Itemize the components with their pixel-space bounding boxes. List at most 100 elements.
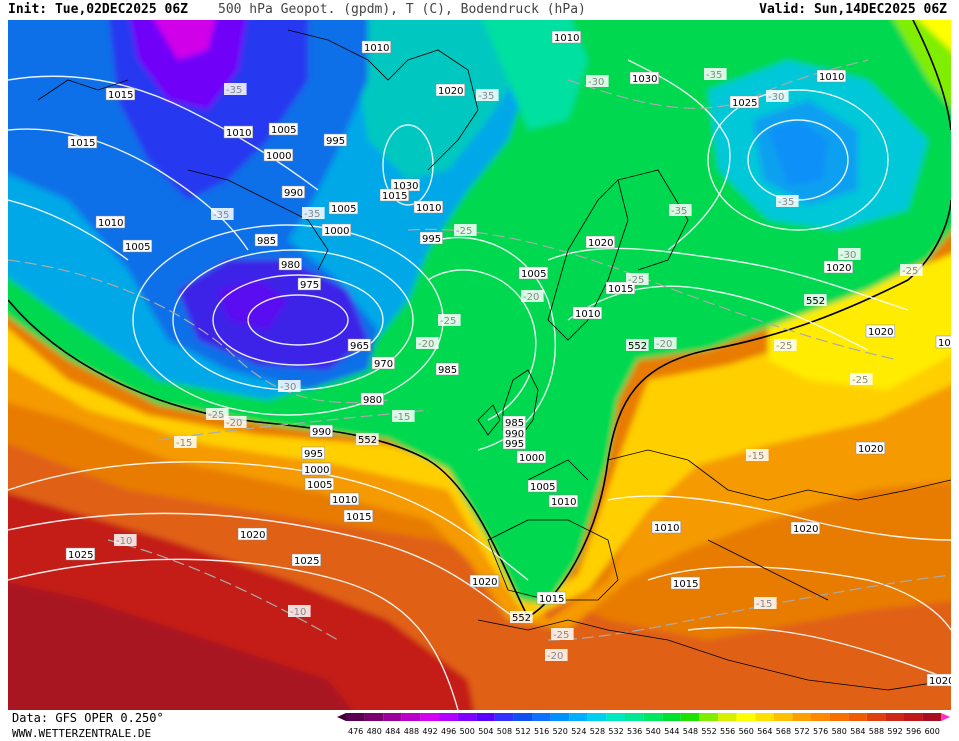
isobar-label: 1020 (469, 574, 500, 588)
temperature-label: -25 (438, 314, 461, 327)
colorbar-swatch (848, 713, 867, 721)
isobar-label: 1020 (865, 324, 896, 338)
isobar-label: 1010 (548, 494, 579, 508)
colorbar-tick: 552 (701, 727, 716, 736)
temperature-label-text: -20 (226, 418, 242, 429)
temperature-label: -35 (476, 89, 499, 102)
temperature-label-text: -20 (547, 651, 563, 662)
isobar-label: 965 (347, 338, 371, 352)
temperature-label: -20 (654, 337, 677, 350)
isobar-label-text: 1005 (331, 204, 356, 215)
colorbar-swatch (680, 713, 700, 721)
contour-label-text: 552 (628, 341, 647, 352)
isobar-label-text: 1010 (98, 218, 123, 229)
isobar-label-text: 995 (422, 234, 441, 245)
isobar-label-text: 1015 (673, 579, 698, 590)
colorbar-tick: 564 (757, 727, 772, 736)
contour-label: 552 (356, 433, 379, 446)
isobar-label-text: 1020 (793, 524, 818, 535)
colorbar-tick: 536 (627, 727, 642, 736)
isobar-label-text: 1000 (324, 226, 349, 237)
isobar-label: 1010 (95, 215, 126, 229)
isobar-label: 1015 (343, 509, 374, 523)
isobar-label-text: 1010 (819, 72, 844, 83)
temperature-label: -15 (754, 597, 777, 610)
temperature-label-text: -20 (418, 339, 434, 350)
temperature-label-text: -25 (208, 410, 224, 421)
isobar-label: 990 (281, 185, 305, 199)
colorbar-swatch (401, 713, 421, 721)
isobar-label: 1020 (237, 527, 268, 541)
temperature-label-text: -25 (852, 375, 868, 386)
isobar-label-text: 1010 (364, 43, 389, 54)
colorbar-swatch (718, 713, 737, 721)
colorbar-swatch (587, 713, 607, 721)
colorbar-swatch (364, 713, 384, 721)
isobar-label-text: 1015 (346, 512, 371, 523)
temperature-label-text: -10 (290, 607, 306, 618)
colorbar-tick: 556 (720, 727, 735, 736)
temperature-label: -25 (626, 273, 649, 286)
isobar-label: 1000 (516, 450, 547, 464)
isobar-label: 1005 (328, 201, 359, 215)
geopotential-field (8, 20, 951, 710)
isobar-label: 995 (419, 231, 443, 245)
colorbar-swatch (792, 713, 811, 721)
colorbar-tick: 500 (460, 727, 475, 736)
colorbar-tick: 508 (497, 727, 512, 736)
colorbar-swatch (625, 713, 644, 721)
isobar-label: 985 (254, 233, 278, 247)
isobar-label: 990 (309, 424, 333, 438)
isobar-label-text: 1000 (519, 453, 544, 464)
isobar-label-text: 1025 (294, 556, 319, 567)
temperature-label-text: -15 (748, 451, 764, 462)
temperature-label-text: -25 (440, 316, 456, 327)
isobar-label: 970 (371, 356, 395, 370)
colorbar-left-arrow (337, 713, 346, 721)
isobar-label-text: 965 (350, 341, 369, 352)
isobar-label-text: 1005 (530, 482, 555, 493)
temperature-label: -20 (224, 416, 247, 429)
colorbar-swatch (569, 713, 588, 721)
colorbar-tick: 476 (348, 727, 363, 736)
temperature-label: -10 (114, 534, 137, 547)
temperature-label: -10 (288, 605, 311, 618)
colorbar-swatch (811, 713, 830, 721)
isobar-label: 1020 (585, 235, 616, 249)
colorbar-swatch (662, 713, 681, 721)
colorbar-swatch (346, 713, 365, 721)
temperature-label: -30 (278, 380, 301, 393)
temperature-label-text: -35 (226, 85, 242, 96)
isobar-label: 995 (323, 133, 347, 147)
temperature-label: -15 (746, 449, 769, 462)
contour-label: 552 (804, 294, 827, 307)
temperature-label: -25 (206, 408, 229, 421)
isobar-label: 1010 (413, 200, 444, 214)
isobar-label: 1020 (855, 441, 886, 455)
temperature-label: -30 (838, 248, 861, 261)
colorbar-swatch (439, 713, 458, 721)
colorbar-tick: 504 (478, 727, 493, 736)
colorbar-tick: 592 (887, 727, 902, 736)
isobar-label: 102 (935, 335, 951, 349)
temperature-label: -25 (900, 264, 923, 277)
colorbar-tick: 480 (367, 727, 382, 736)
contour-label: 552 (626, 339, 649, 352)
colorbar-tick: 492 (422, 727, 437, 736)
isobar-label-text: 1020 (826, 263, 851, 274)
isobar-label-text: 1005 (271, 125, 296, 136)
temperature-label-text: -25 (553, 630, 569, 641)
isobar-label-text: 1000 (304, 465, 329, 476)
geopotential-colorbar: 476 480 484 488 492 496 500 504 508 512 516 520 524 5… (337, 713, 951, 736)
isobar-label: 1020 (823, 260, 854, 274)
temperature-label: -25 (551, 628, 574, 641)
temperature-label-text: -25 (456, 226, 472, 237)
isobar-label: 1015 (379, 188, 410, 202)
temperature-label: -25 (850, 373, 873, 386)
contour-label-text: 552 (358, 435, 377, 446)
isobar-label: 1010 (551, 30, 582, 44)
colorbar-tick: 516 (534, 727, 549, 736)
isobar-label-text: 990 (312, 427, 331, 438)
colorbar-swatch (755, 713, 774, 721)
isobar-label: 1005 (122, 239, 153, 253)
